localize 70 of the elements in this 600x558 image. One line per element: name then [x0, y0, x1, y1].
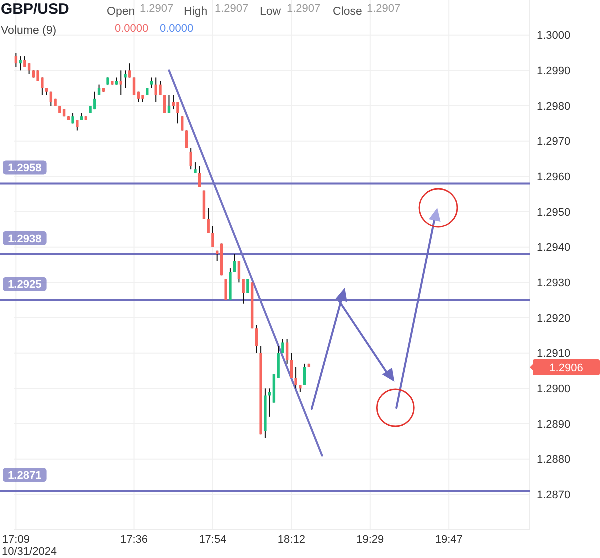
- annotation: Open: [107, 6, 136, 18]
- candlestick: [286, 338, 289, 364]
- candlestick: [212, 226, 214, 248]
- annotation: 1.2907: [140, 3, 174, 15]
- y-tick-label: 1.2970: [537, 136, 571, 148]
- candlestick: [76, 120, 79, 132]
- ref-line-label: 1.2938: [8, 233, 42, 246]
- candlestick: [185, 130, 188, 149]
- y-tick-label: 1.2920: [537, 312, 571, 325]
- chart-title: GBP/USD: [1, 1, 70, 18]
- candlestick: [14, 52, 18, 68]
- candlestick: [159, 80, 162, 96]
- candlestick: [238, 260, 241, 284]
- candlestick: [224, 278, 228, 301]
- candlestick: [28, 63, 31, 75]
- candlestick: [282, 338, 284, 354]
- annotation: 1.2907: [287, 3, 321, 15]
- annotation: High: [184, 6, 208, 18]
- candlestick: [132, 77, 136, 96]
- ref-line-label: 1.2925: [8, 279, 42, 292]
- candlestick: [128, 63, 132, 78]
- y-tick-label: 1.2950: [537, 206, 571, 219]
- text: 10/31/2024: [2, 546, 58, 558]
- candlestick: [190, 148, 192, 170]
- candlestick: [168, 94, 171, 114]
- y-tick-label: 1.3000: [537, 30, 571, 42]
- annotation: 1.2907: [215, 3, 249, 15]
- candlestick: [150, 77, 154, 89]
- x-tick-label: 17:09: [2, 534, 30, 546]
- annotation: Low: [260, 6, 282, 18]
- y-tick-label: 1.2930: [537, 278, 571, 290]
- y-tick-label: 1.2960: [537, 172, 571, 184]
- candlestick: [242, 278, 245, 304]
- y-tick-label: 1.2880: [537, 454, 571, 466]
- candlestick: [207, 208, 210, 234]
- y-tick-label: 1.2900: [537, 384, 571, 396]
- candlestick: [124, 70, 127, 89]
- annotation: Close: [333, 6, 362, 18]
- annotation: 1.2907: [367, 3, 401, 15]
- ref-line-label: 1.2958: [8, 162, 42, 175]
- annotation: 0.0000: [115, 23, 149, 35]
- candlestick: [120, 70, 122, 96]
- candlestick: [246, 278, 250, 294]
- candlestick: [181, 116, 184, 132]
- candlestick: [255, 324, 258, 354]
- y-tick-label: 1.2980: [537, 100, 571, 113]
- candlestick: [198, 166, 202, 188]
- ref-line-label: 1.2871: [8, 470, 42, 482]
- annotation: Volume (9): [1, 25, 57, 37]
- y-tick-label: 1.2910: [537, 348, 571, 360]
- candlestick: [176, 102, 180, 124]
- candlestick: [98, 84, 101, 96]
- candlestick: [19, 56, 22, 72]
- x-tick-label: 19:29: [356, 534, 384, 546]
- x-tick-label: 19:47: [435, 534, 463, 546]
- candlestick: [233, 254, 236, 273]
- y-tick-label: 1.2940: [537, 242, 571, 254]
- text: 1.2906: [550, 362, 584, 374]
- x-tick-label: 17:36: [120, 534, 148, 546]
- candlestick: [268, 388, 272, 418]
- x-tick-label: 17:54: [199, 534, 227, 546]
- y-tick-label: 1.2870: [537, 490, 571, 502]
- x-tick-label: 18:12: [278, 534, 306, 546]
- candlestick: [50, 91, 53, 106]
- candlestick: [303, 363, 306, 386]
- annotation: 0.0000: [160, 23, 194, 35]
- candlestick: [290, 352, 294, 379]
- y-tick-label: 1.2890: [537, 418, 571, 431]
- y-tick-label: 1.2990: [537, 66, 571, 78]
- candlestick: [294, 366, 298, 390]
